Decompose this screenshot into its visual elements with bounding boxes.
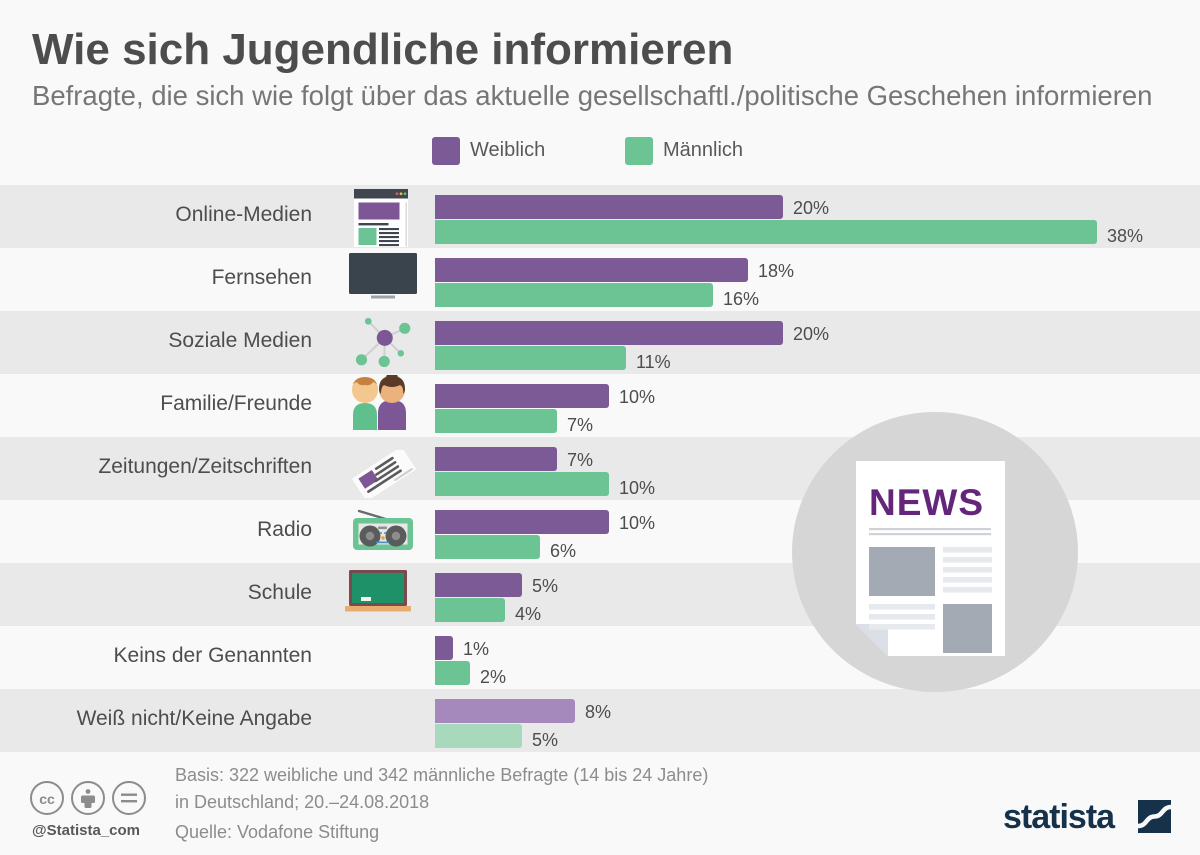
svg-text:cc: cc	[39, 791, 55, 807]
svg-text:NEWS: NEWS	[869, 482, 984, 523]
